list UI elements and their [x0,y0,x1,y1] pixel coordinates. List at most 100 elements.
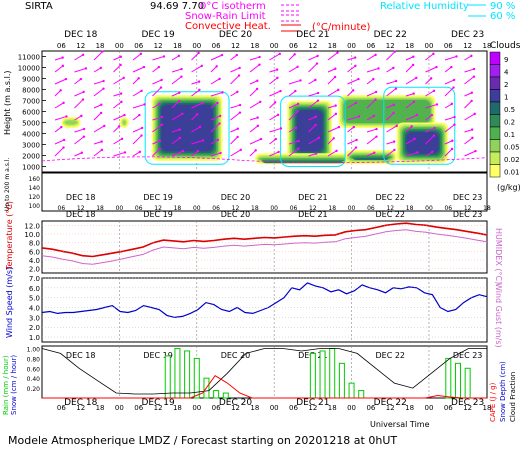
wind-arrow-head [119,63,122,67]
wind-arrow-head [377,67,380,70]
header: SIRTA 94.69 7.70 0°C isotherm Snow-Rain … [25,1,515,33]
colorbar-tick-label: 1 [504,94,508,102]
wind-arrow [93,104,102,109]
lowlevel-hour-label: 00 [425,205,433,212]
wind-arrow-head [142,65,146,69]
wind-arrow-head [314,152,318,155]
wind-arrow-head [81,98,85,101]
wind-arrow-head [354,64,357,68]
wind-arrow-head [158,102,161,106]
wind-arrow-head [279,127,283,130]
wind-arrow [269,53,281,61]
wind-arrow-head [218,77,221,81]
wind-arrow-head [138,150,142,154]
wind-arrow-head [455,55,458,58]
wind-arrow-head [258,55,261,59]
hour-tick-label: 00 [270,42,279,50]
wind-arrow-head [372,114,376,118]
wind-arrow [230,128,239,133]
precip-day-label: DEC 23 [453,351,483,360]
wind-arrow [386,149,395,157]
lowlevel-hour-label: 06 [58,205,66,212]
wind-arrow [171,68,182,73]
wind-arrow-head [61,56,64,59]
wind-arrow [230,136,238,145]
wind-arrow [464,92,473,97]
hour-tick-label: 12 [463,42,472,50]
wind-arrow-head [314,115,318,118]
lowlevel-day-label: DEC 23 [453,210,483,219]
wind-arrow-head [200,64,203,68]
colorbar-title: Clouds [490,41,521,51]
wind-arrow [171,55,180,61]
hour-tick-label: 06 [57,404,66,412]
rain-bar [309,352,316,399]
wind-arrow-head [412,55,415,58]
rain-bar [164,355,171,399]
station-name: SIRTA [25,1,53,12]
wind-arrow [308,124,316,133]
wind-arrow [425,135,435,145]
hour-tick-label: 18 [328,42,337,50]
wind-arrow-head [395,124,398,128]
hour-tick-label: 18 [250,42,259,50]
lowlevel-hour-label: 12 [77,205,85,212]
wind-y-tick-label: 6.0 [29,285,40,293]
wind-arrow [93,149,103,157]
wind-arrow-head [238,103,242,107]
lowlevel-day-label: DEC 21 [298,193,328,202]
rh-contours [41,86,488,167]
wind-arrow [444,66,452,73]
hour-tick-label: 00 [424,404,433,412]
wind-arrow [230,75,240,85]
cloud-y-tick-label: 4000 [22,131,40,139]
legend-isotherm-label: 0°C isotherm [200,1,266,12]
lowlevel-hour-label: 18 [406,205,414,212]
wind-arrow [210,139,219,145]
cloud-y-tick-label: 1000 [22,164,40,172]
wind-arrow-head [157,65,161,69]
hour-tick-label: 06 [57,42,66,50]
wind-arrow [171,100,180,109]
wind-arrow-head [334,104,337,107]
wind-arrow [249,117,258,121]
wind-arrow-head [452,86,455,89]
wind-arrow [366,128,377,133]
wind-arrow [171,150,184,157]
legend-snow-label: Snow-Rain Limit [185,11,266,22]
wind-arrow-head [237,74,241,77]
lowlevel-hour-label: 18 [251,205,259,212]
wind-arrow [366,78,374,85]
lowlevel-hour-label: 18 [328,205,336,212]
wind-arrow [464,113,476,121]
wind-arrow [386,125,398,133]
precip-frame [41,345,488,399]
wind-arrow-head [435,65,438,69]
cloud-blob [259,158,347,161]
wind-arrow [210,102,218,109]
cloud-blob [353,158,389,160]
hour-tick-label: 18 [173,42,182,50]
wind-arrow-head [120,137,124,141]
day-label: DEC 19 [141,398,174,408]
wind-arrow [444,87,454,97]
wind-arrow-head [354,146,358,149]
wind-arrow [444,140,453,145]
wind-arrow-head [238,111,242,114]
wind-arrow-head [160,123,164,126]
wind-arrow-head [374,90,378,94]
wind-arrow-head [355,138,358,142]
hour-tick-label: 06 [444,404,453,412]
wind-arrow [308,63,318,73]
wind-arrow [249,80,258,85]
wind-arrow-head [140,126,144,130]
wind-arrow [113,138,123,145]
wind-arrow-head [162,55,166,58]
wind-ylabel: Wind Speed (m/s) [5,267,14,338]
wind-arrow [132,114,140,121]
wind-arrow [366,54,376,61]
hour-tick-label: 06 [134,404,143,412]
wind-arrow [132,135,142,145]
wind-arrow [327,126,340,133]
wind-arrow-head [450,65,453,69]
